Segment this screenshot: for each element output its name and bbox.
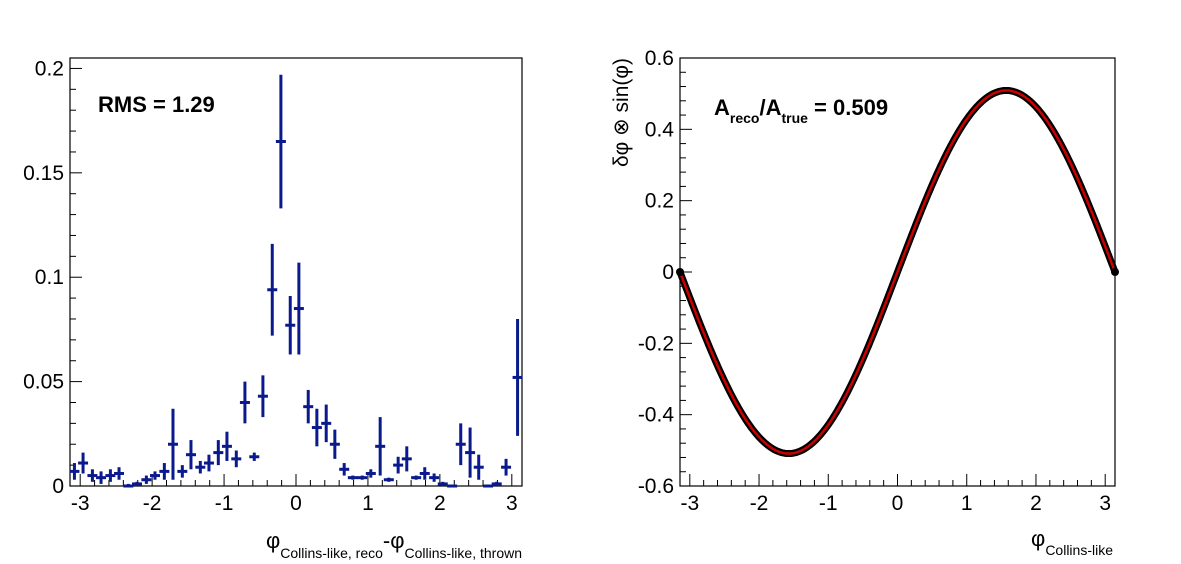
left-data-point <box>512 318 523 436</box>
left-data-point <box>257 375 268 418</box>
left-data-point <box>69 463 80 480</box>
right-x-tick-label: -3 <box>680 492 699 515</box>
right-series-line <box>678 89 1117 455</box>
left-data-point <box>329 429 340 459</box>
left-data-point <box>437 481 448 486</box>
left-data-point <box>123 483 134 488</box>
left-data-point <box>473 454 484 480</box>
left-data-point <box>167 408 178 480</box>
left-x-tick-label: 1 <box>362 492 374 515</box>
left-data-point <box>132 481 143 486</box>
left-data-point <box>231 450 242 468</box>
left-data-point <box>455 423 466 466</box>
right-x-tick-label: 3 <box>1099 492 1111 515</box>
right-curves <box>676 86 1119 458</box>
left-data-point <box>293 262 304 355</box>
right-x-axis-title: φCollins-like <box>1031 526 1113 558</box>
left-data-point <box>465 427 476 478</box>
right-y-tick-label: -0.6 <box>638 475 674 498</box>
left-data-point <box>159 463 170 480</box>
left-data-point <box>221 431 232 461</box>
left-data-point <box>105 469 116 482</box>
right-y-tick-label: -0.4 <box>638 404 675 427</box>
left-data-point <box>195 460 206 474</box>
left-data-point <box>491 481 502 486</box>
left-data-point <box>87 469 98 482</box>
right-axes: -3 -2 -1 0 1 2 3 -0.6 -0.4 -0.2 0 0.2 0.4 0.6 <box>638 47 1111 515</box>
right-y-tick-label: -0.2 <box>638 332 674 355</box>
right-annotation-ratio: Areco/Atrue = 0.509 <box>714 95 888 126</box>
right-x-tick-label: -2 <box>750 492 769 515</box>
left-data-point <box>114 467 125 480</box>
left-x-tick-label: -2 <box>143 492 162 515</box>
left-data-point <box>411 475 422 480</box>
right-y-axis-title: δφ ⊗ sin(φ) <box>610 58 633 167</box>
right-y-tick-label: 0.4 <box>645 118 675 141</box>
left-histogram-panel: -3 -2 -1 0 1 2 3 0 0.05 0.1 0.15 0.2 RMS = 1.29 φCo… <box>23 57 523 561</box>
left-data-point <box>383 477 394 482</box>
right-x-tick-label: 1 <box>961 492 973 515</box>
right-curve-end-point <box>1111 268 1119 277</box>
left-data-point <box>303 389 314 424</box>
left-data-point <box>177 465 188 478</box>
left-y-tick-label: 0.1 <box>35 266 64 289</box>
left-x-tick-label: -3 <box>71 492 90 515</box>
left-data-point <box>419 467 430 480</box>
left-data-point <box>501 458 512 476</box>
left-data-point <box>311 408 322 447</box>
left-data-point <box>96 471 107 484</box>
left-data-point <box>267 243 278 336</box>
left-data-point <box>275 74 286 209</box>
left-x-axis-title: φCollins-like, reco-φCollins-like, throw… <box>266 528 522 561</box>
left-y-tick-label: 0.2 <box>35 57 64 80</box>
right-function-panel: -3 -2 -1 0 1 2 3 -0.6 -0.4 -0.2 0 0.2 0.4 0.6 Areco/A… <box>610 47 1119 558</box>
left-x-tick-label: -1 <box>215 492 234 515</box>
left-y-tick-label: 0 <box>52 475 64 498</box>
left-data-point <box>285 296 296 355</box>
left-data-point <box>393 456 404 474</box>
left-y-tick-label: 0.05 <box>23 371 64 394</box>
right-y-tick-label: 0 <box>662 261 674 284</box>
left-data-point <box>203 454 214 472</box>
left-data-point <box>429 473 440 482</box>
left-x-tick-label: 2 <box>434 492 446 515</box>
left-data-point <box>339 463 350 476</box>
right-x-tick-label: 2 <box>1030 492 1042 515</box>
left-plot-frame <box>69 57 523 487</box>
left-data-point <box>321 404 332 443</box>
right-y-tick-label: 0.6 <box>645 47 674 70</box>
left-data-point <box>213 440 224 466</box>
left-data-point <box>347 475 358 480</box>
left-data-point <box>141 475 152 484</box>
right-y-tick-label: 0.2 <box>645 190 674 213</box>
left-data-points <box>69 74 523 488</box>
left-data-point <box>150 471 161 480</box>
left-data-point <box>239 381 250 424</box>
right-x-tick-label: -1 <box>819 492 838 515</box>
left-data-point <box>357 475 368 480</box>
left-data-point <box>375 417 386 476</box>
left-y-tick-label: 0.15 <box>23 162 64 185</box>
left-annotation-rms: RMS = 1.29 <box>98 92 215 117</box>
left-axes: -3 -2 -1 0 1 2 3 0 0.05 0.1 0.15 0.2 <box>23 57 518 515</box>
left-data-point <box>401 446 412 472</box>
right-curve-start-point <box>676 267 684 276</box>
left-data-point <box>249 452 260 461</box>
left-data-point <box>185 440 196 470</box>
left-x-tick-label: 3 <box>506 492 518 515</box>
right-x-tick-label: 0 <box>892 492 904 515</box>
left-x-tick-label: 0 <box>290 492 302 515</box>
left-data-point <box>78 452 89 474</box>
left-data-point <box>365 469 376 478</box>
